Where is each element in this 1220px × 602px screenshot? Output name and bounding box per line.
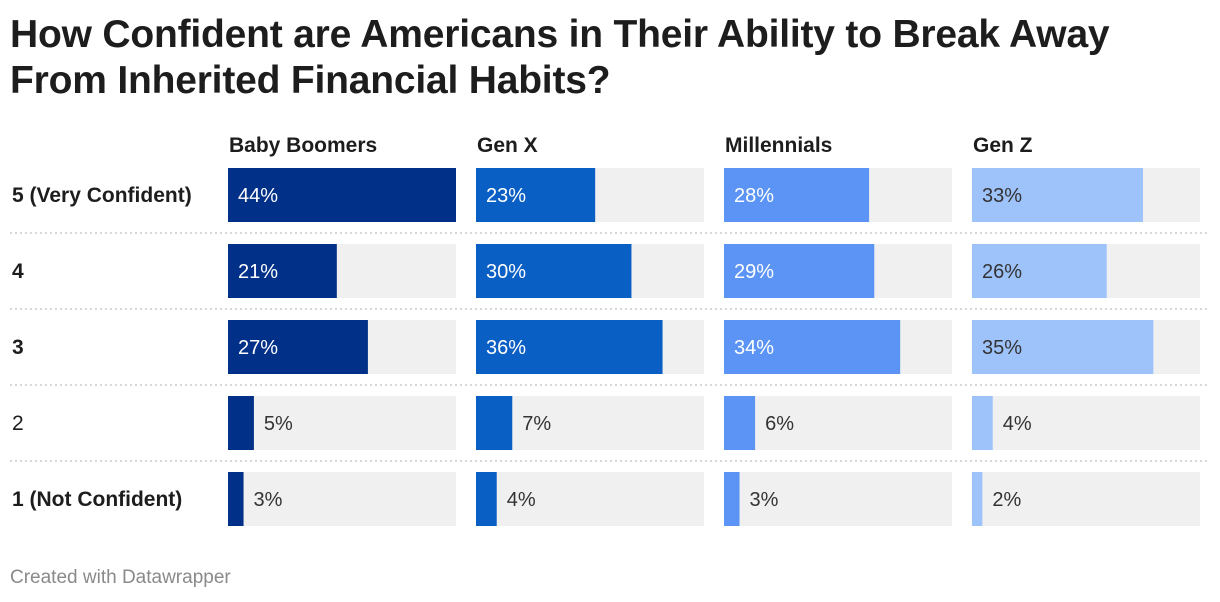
bar-2-4	[724, 472, 740, 526]
bar-0-4	[228, 472, 244, 526]
bar-1-0	[476, 168, 596, 222]
data-label-0-0: 44%	[238, 185, 278, 207]
footer-credit: Created with Datawrapper	[10, 567, 231, 588]
row-label-3: 2	[12, 412, 24, 435]
bar-3-2	[972, 320, 1154, 374]
bar-track-0-4	[228, 472, 456, 526]
bar-track-2-4	[724, 472, 952, 526]
data-label-0-2: 27%	[238, 337, 278, 359]
bar-0-3	[228, 396, 254, 450]
bar-track-2-3	[724, 396, 952, 450]
data-label-2-0: 28%	[734, 185, 774, 207]
bar-track-0-3	[228, 396, 456, 450]
data-label-3-2: 35%	[982, 337, 1022, 359]
bar-0-1	[228, 244, 337, 298]
bar-track-3-3	[972, 396, 1200, 450]
bar-track-1-4	[476, 472, 704, 526]
row-label-2: 3	[12, 336, 24, 359]
bar-track-3-4	[972, 472, 1200, 526]
chart-title: How Confident are Americans in Their Abi…	[10, 13, 1110, 102]
data-label-3-0: 33%	[982, 185, 1022, 207]
data-label-3-4: 2%	[992, 489, 1021, 511]
bar-2-0	[724, 168, 870, 222]
data-label-1-0: 23%	[486, 185, 526, 207]
bar-3-0	[972, 168, 1143, 222]
data-label-3-3: 4%	[1003, 413, 1032, 435]
bar-chart: Baby Boomers Gen X Millennials Gen Z 5 (Very…	[10, 134, 1208, 526]
data-label-1-2: 36%	[486, 337, 526, 359]
data-label-2-2: 34%	[734, 337, 774, 359]
bar-2-2	[724, 320, 901, 374]
bar-1-1	[476, 244, 632, 298]
bar-2-3	[724, 396, 756, 450]
row-label-4: 1 (Not Confident)	[12, 488, 182, 511]
data-label-2-4: 3%	[750, 489, 779, 511]
data-label-2-3: 6%	[765, 413, 794, 435]
data-label-3-1: 26%	[982, 261, 1022, 283]
data-label-0-3: 5%	[264, 413, 293, 435]
bar-3-3	[972, 396, 993, 450]
row-label-0: 5 (Very Confident)	[12, 184, 192, 207]
bar-1-4	[476, 472, 497, 526]
series-header-2: Millennials	[725, 134, 832, 157]
data-label-0-4: 3%	[254, 489, 283, 511]
data-label-1-1: 30%	[486, 261, 526, 283]
data-label-0-1: 21%	[238, 261, 278, 283]
bar-1-3	[476, 396, 513, 450]
data-label-1-3: 7%	[522, 413, 551, 435]
bar-2-1	[724, 244, 875, 298]
row-label-1: 4	[12, 260, 24, 283]
series-header-3: Gen Z	[973, 134, 1033, 157]
series-header-1: Gen X	[477, 134, 538, 157]
bar-1-2	[476, 320, 663, 374]
bar-3-4	[972, 472, 983, 526]
series-header-0: Baby Boomers	[229, 134, 377, 157]
data-label-1-4: 4%	[507, 489, 536, 511]
data-label-2-1: 29%	[734, 261, 774, 283]
bar-track-1-3	[476, 396, 704, 450]
bar-3-1	[972, 244, 1107, 298]
bar-0-2	[228, 320, 368, 374]
bar-0-0	[228, 168, 456, 222]
